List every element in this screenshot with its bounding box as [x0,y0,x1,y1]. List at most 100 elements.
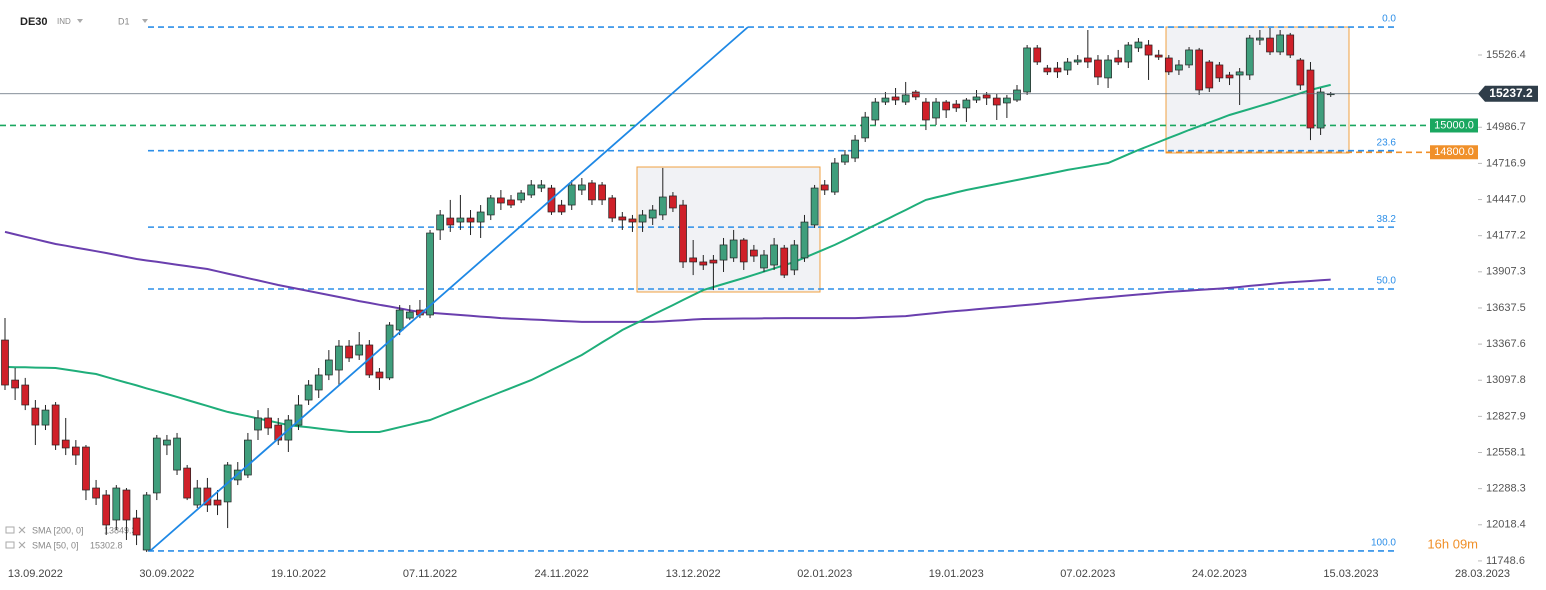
x-tick-label: 19.01.2023 [929,568,984,580]
candle-body [699,261,708,266]
candle-body [669,195,677,209]
candle-body [61,439,70,449]
candle-body [1306,69,1315,129]
candle-body [810,187,819,226]
fib-label: 38.2 [1377,214,1397,225]
candle-body [122,489,131,521]
candle-body [1215,64,1224,79]
candle-body [962,99,971,109]
legend-icon[interactable] [5,526,15,534]
candle-body [719,244,728,261]
legend-value: 13849.3 [104,525,137,535]
x-tick-label: 15.03.2023 [1323,568,1378,580]
y-tick-label: 12827.9 [1486,410,1526,422]
y-tick-label: 13637.5 [1486,302,1526,314]
symbol: DE30 [20,16,48,28]
price-level-label: 14800.0 [1434,146,1474,158]
x-tick-label: 07.11.2022 [403,568,457,580]
candle-body [1286,34,1295,56]
candle-body [1276,34,1284,53]
candle-body [1225,74,1234,79]
candle-body [1043,67,1052,73]
candle-body [841,154,849,163]
candle-body [517,192,525,201]
x-tick-label: 13.09.2022 [8,568,63,580]
candle-body [51,404,60,446]
price-level-tag [1430,145,1478,160]
candle-body [264,417,272,429]
candle-body [1144,44,1153,56]
candle-body [527,184,536,196]
candle-body [132,517,141,536]
candle-body [861,116,870,139]
legend-label: SMA [50, 0] [32,540,79,550]
candle-body [851,139,859,159]
legend-label: SMA [200, 0] [32,525,84,535]
candle-body [881,97,890,103]
candle-body [112,487,121,521]
y-tick-label: 11748.6 [1486,555,1525,567]
price-level-label: 15000.0 [1434,119,1474,131]
candle-body [375,371,384,379]
candle-body [1063,61,1072,71]
candle-body [486,197,495,216]
candle-body [11,379,19,389]
price-level-tag [1430,118,1478,133]
candle-body [1073,59,1082,63]
y-tick-label: 12558.1 [1486,446,1526,458]
candle-body [102,494,111,526]
range-box [636,166,821,293]
candle-body [1134,41,1143,49]
y-tick-label: 14177.2 [1486,230,1526,242]
candle-body [618,216,627,221]
candle-body [648,209,657,219]
candle-body [1256,37,1264,41]
y-tick-label: 13097.8 [1486,374,1526,386]
candle-body [41,409,50,426]
candle-body [770,244,778,266]
candle-body [1154,54,1163,58]
candle-body [567,184,576,206]
candle-body [891,96,900,101]
candle-body [82,446,90,491]
candle-body [1195,49,1204,91]
legend-close[interactable] [18,526,26,534]
y-tick-label: 14447.0 [1486,193,1526,205]
candle-body [922,101,930,121]
trend-line [149,26,749,552]
candle-body [335,345,343,371]
y-tick-label: 12018.4 [1486,519,1526,531]
candle-body [71,446,80,456]
candle-body [1235,71,1244,76]
candle-body [507,199,515,206]
candle-body [446,217,455,226]
candle-body [1053,67,1062,73]
candle-body [92,487,100,499]
candle-body [405,311,414,319]
dropdown-arrow[interactable] [142,19,148,23]
candle-body [1013,89,1021,101]
candle-body [1205,61,1214,89]
range-box [1165,26,1350,154]
candle-body [497,197,505,204]
candle-body [1296,59,1305,86]
candle-body [557,204,566,213]
candle-body [780,247,789,276]
candle-body [1,339,9,386]
candle-body [152,437,161,494]
candle-body [729,239,738,259]
candle-body [577,184,586,191]
candle-body [800,221,809,259]
legend-close[interactable] [18,541,26,549]
candle-body [183,467,192,499]
legend-icon[interactable] [5,541,15,549]
candle-body [173,437,181,471]
candle-body [598,184,606,201]
candle-body [638,214,647,223]
candle-body [244,439,252,476]
candle-body [426,232,434,316]
dropdown-arrow[interactable] [77,19,83,23]
y-tick-label: 13907.3 [1486,266,1526,278]
